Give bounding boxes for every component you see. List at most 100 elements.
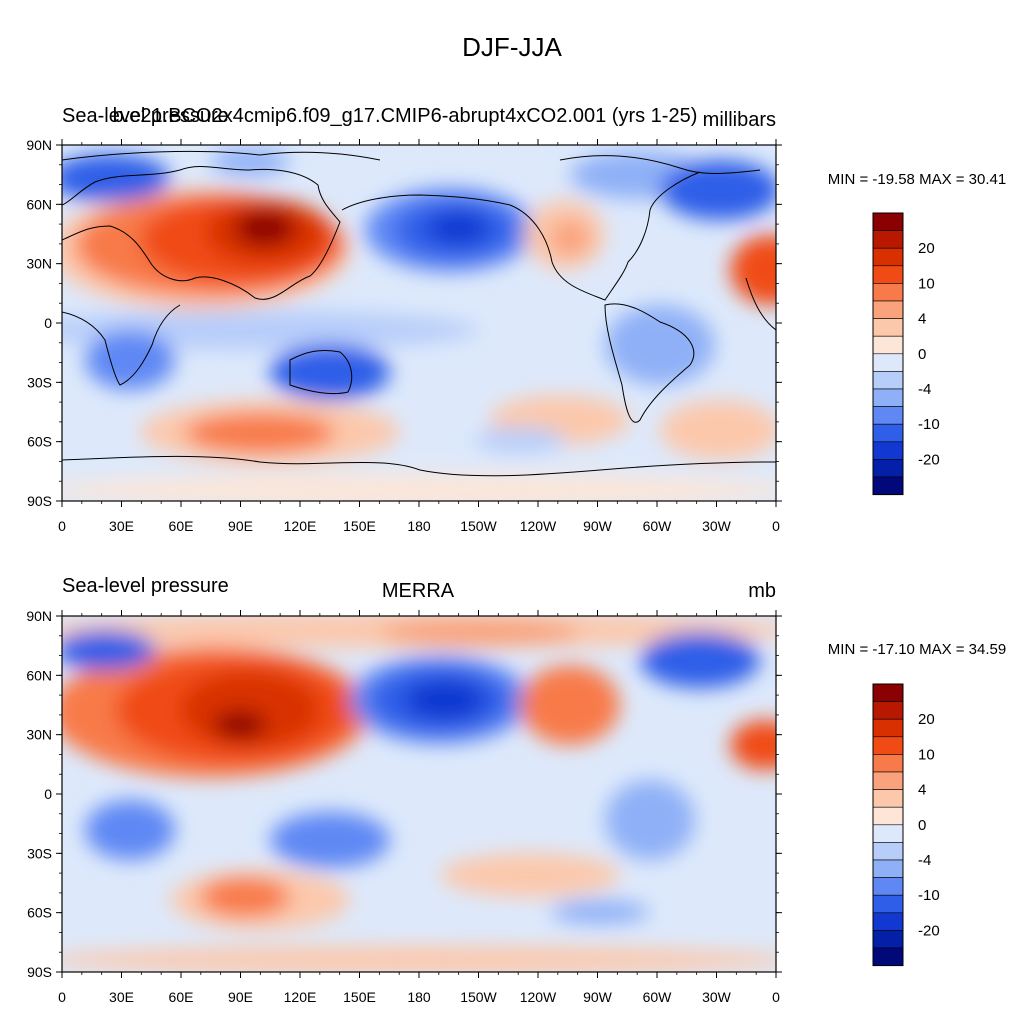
lon-tick-label: 120W bbox=[520, 989, 557, 1005]
colorbar-label: -20 bbox=[918, 922, 940, 939]
lat-tick-label: 30N bbox=[26, 256, 52, 272]
colorbar-swatch bbox=[872, 912, 904, 931]
colorbar-label: -10 bbox=[918, 887, 940, 904]
lon-tick-label: 30W bbox=[702, 518, 732, 534]
panel-1-coastlines bbox=[62, 150, 776, 477]
colorbar-swatch bbox=[872, 930, 904, 949]
colorbar-swatch bbox=[872, 894, 904, 914]
colorbar-swatch bbox=[872, 247, 904, 267]
colorbar-swatch bbox=[872, 318, 904, 337]
colorbar-label: 10 bbox=[918, 275, 935, 292]
lon-tick-label: 150W bbox=[460, 518, 497, 534]
colorbar-label: 20 bbox=[918, 711, 935, 728]
colorbar-swatch bbox=[872, 335, 904, 355]
colorbar-label: 10 bbox=[918, 746, 935, 763]
lat-tick-label: 30S bbox=[27, 845, 52, 861]
lon-tick-label: 150E bbox=[343, 989, 376, 1005]
panel-1-field bbox=[62, 145, 776, 501]
colorbar-swatch bbox=[872, 212, 904, 231]
panel-2-right-title: mb bbox=[748, 580, 776, 602]
lon-tick-label: 90W bbox=[583, 518, 613, 534]
colorbar-swatch bbox=[872, 353, 904, 372]
lon-tick-label: 120W bbox=[520, 518, 557, 534]
panel-1-stats: MIN = -19.58 MAX = 30.41 bbox=[828, 171, 1006, 188]
lon-tick-label: 60E bbox=[169, 518, 194, 534]
colorbar-label: 20 bbox=[918, 240, 935, 257]
colorbar-swatch bbox=[872, 230, 904, 249]
lon-tick-label: 90E bbox=[228, 518, 253, 534]
lat-tick-label: 90N bbox=[26, 608, 52, 624]
panel-1-lat-ticks: 90N 60N 30N 0 30S 60S 90S bbox=[26, 137, 782, 509]
lat-tick-label: 0 bbox=[44, 786, 52, 802]
colorbar-label: -20 bbox=[918, 451, 940, 468]
lon-tick-label: 180 bbox=[407, 518, 431, 534]
lon-tick-label: 30W bbox=[702, 989, 732, 1005]
colorbar-swatch bbox=[872, 283, 904, 302]
lon-tick-label: 0 bbox=[772, 989, 780, 1005]
lon-tick-label: 60W bbox=[643, 989, 673, 1005]
lat-tick-label: 60N bbox=[26, 667, 52, 683]
colorbar-swatch bbox=[872, 300, 904, 319]
colorbar-swatch bbox=[872, 371, 904, 390]
lon-tick-label: 0 bbox=[58, 989, 66, 1005]
lon-tick-label: 0 bbox=[772, 518, 780, 534]
figure-title: DJF-JJA bbox=[462, 32, 562, 62]
panel-2-lon-ticks: 0 30E 60E 90E 120E 150E 180 150W 120W 90W 60W 30W 0 bbox=[58, 610, 780, 1005]
panel-2: Sea-level pressure MERRA mb bbox=[26, 575, 1006, 1005]
panel-1-colorbar: 20 10 4 0 -4 -10 -20 bbox=[872, 212, 940, 496]
panel-2-left-title: Sea-level pressure bbox=[62, 575, 229, 597]
colorbar-label: 4 bbox=[918, 311, 926, 328]
lat-tick-label: 60S bbox=[27, 434, 52, 450]
panel-2-field bbox=[62, 616, 776, 972]
lon-tick-label: 30E bbox=[109, 518, 134, 534]
lon-tick-label: 30E bbox=[109, 989, 134, 1005]
colorbar-swatch bbox=[872, 842, 904, 861]
lon-tick-label: 120E bbox=[284, 989, 317, 1005]
colorbar-swatch bbox=[872, 736, 904, 755]
colorbar-swatch bbox=[872, 423, 904, 443]
panel-1-left-title: Sea-level pressure bbox=[62, 105, 229, 127]
lon-tick-label: 180 bbox=[407, 989, 431, 1005]
lat-tick-label: 30N bbox=[26, 727, 52, 743]
colorbar-swatch bbox=[872, 701, 904, 720]
colorbar-swatch bbox=[872, 406, 904, 425]
colorbar-swatch bbox=[872, 265, 904, 284]
lat-tick-label: 90S bbox=[27, 493, 52, 509]
lon-tick-label: 90W bbox=[583, 989, 613, 1005]
colorbar-swatch bbox=[872, 877, 904, 896]
colorbar-swatch bbox=[872, 476, 904, 495]
colorbar-swatch bbox=[872, 388, 904, 407]
lat-tick-label: 30S bbox=[27, 374, 52, 390]
lon-tick-label: 150E bbox=[343, 518, 376, 534]
lon-tick-label: 60W bbox=[643, 518, 673, 534]
lon-tick-label: 0 bbox=[58, 518, 66, 534]
panel-1-lon-ticks: 0 30E 60E 90E 120E 150E 180 150W 120W 90W 60W 30W 0 bbox=[58, 139, 780, 534]
panel-1: Sea-level pressure b.e21.BCO2x4cmip6.f09… bbox=[26, 105, 1006, 534]
colorbar-swatch bbox=[872, 459, 904, 478]
panel-2-stats: MIN = -17.10 MAX = 34.59 bbox=[828, 641, 1006, 658]
lon-tick-label: 60E bbox=[169, 989, 194, 1005]
colorbar-label: -10 bbox=[918, 416, 940, 433]
colorbar-swatch bbox=[872, 806, 904, 826]
colorbar-swatch bbox=[872, 824, 904, 843]
colorbar-swatch bbox=[872, 718, 904, 738]
colorbar-swatch bbox=[872, 683, 904, 702]
colorbar-swatch bbox=[872, 859, 904, 878]
lat-tick-label: 90N bbox=[26, 137, 52, 153]
colorbar-swatch bbox=[872, 947, 904, 966]
lat-tick-label: 0 bbox=[44, 315, 52, 331]
colorbar-frame bbox=[872, 683, 904, 967]
colorbar-frame bbox=[872, 212, 904, 496]
lat-tick-label: 90S bbox=[27, 964, 52, 980]
lon-tick-label: 90E bbox=[228, 989, 253, 1005]
colorbar-swatch bbox=[872, 771, 904, 790]
colorbar-swatch bbox=[872, 441, 904, 460]
lon-tick-label: 120E bbox=[284, 518, 317, 534]
colorbar-label: 0 bbox=[918, 817, 926, 834]
lat-tick-label: 60S bbox=[27, 905, 52, 921]
colorbar-swatch bbox=[872, 754, 904, 773]
colorbar-swatch bbox=[872, 789, 904, 808]
panel-1-right-title: millibars bbox=[703, 109, 776, 131]
panel-2-colorbar: 20 10 4 0 -4 -10 -20 bbox=[872, 683, 940, 967]
